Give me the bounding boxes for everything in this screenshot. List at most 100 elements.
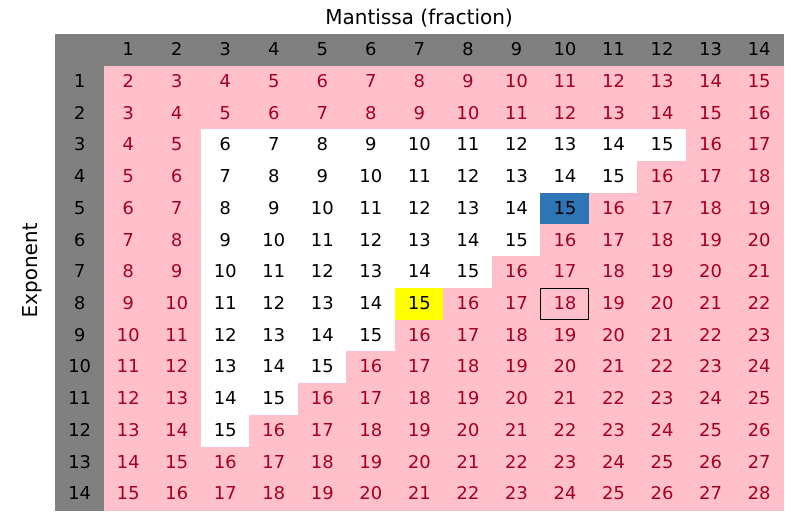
column-header: 10 <box>540 34 590 67</box>
row-header: 3 <box>55 129 105 162</box>
table-cell: 14 <box>152 414 202 448</box>
table-cell: 23 <box>734 319 784 352</box>
highlighted-cell-blue: 15 <box>540 192 590 225</box>
column-header: 14 <box>734 34 784 67</box>
table-cell: 14 <box>588 129 638 162</box>
table-cell: 19 <box>685 224 736 257</box>
table-cell: 18 <box>734 160 784 194</box>
table-cell: 28 <box>734 478 784 511</box>
table-cell: 10 <box>346 160 396 194</box>
table-cell: 8 <box>103 256 153 289</box>
table-cell: 20 <box>685 256 736 289</box>
table-cell: 11 <box>443 129 493 162</box>
table-cell: 15 <box>491 224 541 257</box>
table-cell: 14 <box>103 446 153 479</box>
row-header: 6 <box>55 224 105 257</box>
table-cell: 18 <box>637 224 687 257</box>
table-cell: 18 <box>346 414 396 448</box>
table-cell: 13 <box>394 224 444 257</box>
table-cell: 18 <box>249 478 299 511</box>
table-cell: 15 <box>346 319 396 352</box>
column-header: 5 <box>297 34 347 67</box>
row-header: 1 <box>55 65 105 99</box>
table-cell: 7 <box>103 224 153 257</box>
table-cell: 3 <box>152 65 202 99</box>
table-cell: 11 <box>491 97 541 130</box>
table-cell: 19 <box>637 256 687 289</box>
table-cell: 17 <box>249 446 299 479</box>
table-cell: 22 <box>443 478 493 511</box>
table-cell: 6 <box>152 160 202 194</box>
table-cell: 13 <box>443 192 493 225</box>
table-cell: 16 <box>394 319 444 352</box>
table-cell: 4 <box>152 97 202 130</box>
table-cell: 15 <box>297 351 347 384</box>
table-cell: 23 <box>540 446 590 479</box>
table-cell: 6 <box>103 192 153 225</box>
table-cell: 6 <box>297 65 347 99</box>
column-header: 1 <box>103 34 153 67</box>
table-cell: 21 <box>394 478 444 511</box>
table-cell: 21 <box>588 351 638 384</box>
table-cell: 8 <box>297 129 347 162</box>
table-cell: 22 <box>588 383 638 416</box>
row-header: 9 <box>55 319 105 352</box>
row-header: 7 <box>55 256 105 289</box>
table-cell: 17 <box>588 224 638 257</box>
table-cell: 8 <box>346 97 396 130</box>
table-cell: 13 <box>491 160 541 194</box>
table-cell: 16 <box>685 129 736 162</box>
table-cell: 11 <box>200 287 250 321</box>
table-cell: 13 <box>637 65 687 99</box>
table-cell: 15 <box>152 446 202 479</box>
table-cell: 13 <box>346 256 396 289</box>
table-cell: 24 <box>734 351 784 384</box>
column-header: 7 <box>394 34 444 67</box>
table-cell: 16 <box>297 383 347 416</box>
table-cell: 4 <box>200 65 250 99</box>
table-cell: 16 <box>491 256 541 289</box>
table-cell: 23 <box>685 351 736 384</box>
table-cell: 10 <box>249 224 299 257</box>
table-cell: 23 <box>637 383 687 416</box>
table-cell: 9 <box>249 192 299 225</box>
table-cell: 9 <box>152 256 202 289</box>
table-cell: 15 <box>637 129 687 162</box>
table-cell: 10 <box>443 97 493 130</box>
table-cell: 17 <box>734 129 784 162</box>
table-cell: 14 <box>540 160 590 194</box>
table-cell: 14 <box>491 192 541 225</box>
table-cell: 18 <box>394 383 444 416</box>
table-cell: 13 <box>297 287 347 321</box>
table-cell: 12 <box>443 160 493 194</box>
table-cell: 19 <box>394 414 444 448</box>
table-cell: 18 <box>297 446 347 479</box>
table-cell: 20 <box>491 383 541 416</box>
column-header: 4 <box>249 34 299 67</box>
table-cell: 16 <box>200 446 250 479</box>
table-cell: 10 <box>491 65 541 99</box>
row-header: 10 <box>55 351 105 384</box>
table-cell: 11 <box>103 351 153 384</box>
table-cell: 19 <box>588 287 638 321</box>
table-cell: 7 <box>249 129 299 162</box>
table-cell: 18 <box>491 319 541 352</box>
table-cell: 15 <box>443 256 493 289</box>
table-cell: 12 <box>297 256 347 289</box>
table-cell: 14 <box>394 256 444 289</box>
table-cell: 5 <box>249 65 299 99</box>
column-header: 9 <box>491 34 541 67</box>
column-header: 8 <box>443 34 493 67</box>
y-axis-title: Exponent <box>18 222 42 318</box>
table-cell: 19 <box>491 351 541 384</box>
table-cell: 17 <box>346 383 396 416</box>
table-cell: 16 <box>734 97 784 130</box>
table-cell: 5 <box>200 97 250 130</box>
table-cell: 15 <box>734 65 784 99</box>
table-cell: 3 <box>103 97 153 130</box>
column-header: 11 <box>588 34 638 67</box>
row-header: 5 <box>55 192 105 225</box>
table-cell: 27 <box>734 446 784 479</box>
table-cell: 9 <box>443 65 493 99</box>
table-cell: 14 <box>249 351 299 384</box>
